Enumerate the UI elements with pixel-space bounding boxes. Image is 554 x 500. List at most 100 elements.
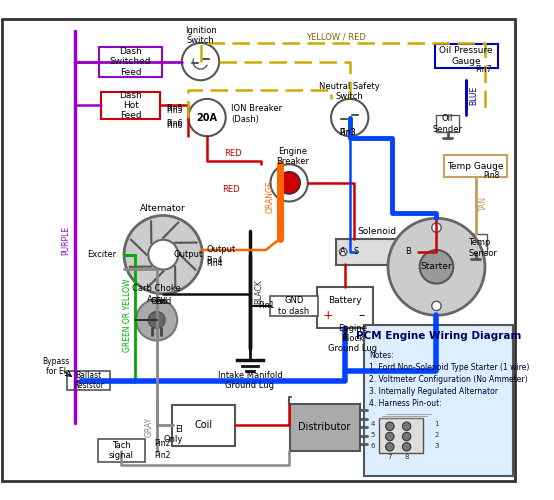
Text: ORANGE: ORANGE <box>266 180 275 213</box>
FancyBboxPatch shape <box>364 324 513 476</box>
Circle shape <box>432 223 441 232</box>
Text: 4. Harness Pin-out:: 4. Harness Pin-out: <box>370 399 442 408</box>
Text: Gnd: Gnd <box>155 297 172 306</box>
Text: Dash
Switched
Feed: Dash Switched Feed <box>110 46 151 76</box>
FancyBboxPatch shape <box>434 44 498 68</box>
Text: 3: 3 <box>434 443 439 449</box>
Text: 4: 4 <box>371 422 375 428</box>
Text: Ignition
Switch: Ignition Switch <box>184 26 217 45</box>
Text: 5: 5 <box>371 432 375 438</box>
FancyBboxPatch shape <box>99 46 162 76</box>
Text: Bypass
for EI: Bypass for EI <box>42 357 70 376</box>
Text: Pin3: Pin3 <box>340 128 356 137</box>
Text: Gnd: Gnd <box>151 297 168 306</box>
Text: Tach
signal: Tach signal <box>109 441 134 460</box>
Circle shape <box>420 250 453 284</box>
Text: Pin2: Pin2 <box>154 450 170 460</box>
Text: RED: RED <box>222 185 239 194</box>
Text: Dash
Hot
Feed: Dash Hot Feed <box>119 90 142 120</box>
Text: GND
to dash: GND to dash <box>278 296 309 316</box>
Text: S: S <box>353 248 359 256</box>
Text: A: A <box>340 248 346 256</box>
Text: Distributor: Distributor <box>299 422 351 432</box>
Text: 3. Internally Regulated Alternator: 3. Internally Regulated Alternator <box>370 387 498 396</box>
Circle shape <box>386 422 394 430</box>
Text: Exciter: Exciter <box>88 250 116 259</box>
FancyBboxPatch shape <box>317 288 373 329</box>
Text: Pin4: Pin4 <box>206 260 223 268</box>
Text: Pin4: Pin4 <box>206 256 223 265</box>
FancyBboxPatch shape <box>378 418 423 454</box>
FancyBboxPatch shape <box>98 440 145 462</box>
Text: Alternator: Alternator <box>140 204 186 212</box>
Text: 1. Ford Non-Solenoid Type Starter (1 wire): 1. Ford Non-Solenoid Type Starter (1 wir… <box>370 363 530 372</box>
Circle shape <box>405 248 412 256</box>
Text: Output: Output <box>173 250 202 259</box>
Text: Starter: Starter <box>420 262 452 272</box>
Text: 1: 1 <box>434 422 439 428</box>
FancyBboxPatch shape <box>270 296 318 316</box>
Text: 20A: 20A <box>197 112 218 122</box>
Circle shape <box>270 164 308 202</box>
Text: Pin7: Pin7 <box>476 64 492 74</box>
Text: Intake Manifold
Ground Lug: Intake Manifold Ground Lug <box>218 371 283 390</box>
Text: RED: RED <box>224 150 242 158</box>
Circle shape <box>124 216 202 294</box>
Text: BLACK: BLACK <box>254 280 263 304</box>
Text: TAN: TAN <box>479 196 488 211</box>
Text: GREEN OR YELLOW: GREEN OR YELLOW <box>124 278 132 352</box>
Circle shape <box>182 43 219 80</box>
Text: Pin6: Pin6 <box>166 118 183 128</box>
FancyBboxPatch shape <box>2 18 515 481</box>
Text: PURPLE: PURPLE <box>61 226 70 255</box>
Text: Pin5: Pin5 <box>166 104 183 112</box>
Text: 2. Voltmeter Configuration (No Ammeter): 2. Voltmeter Configuration (No Ammeter) <box>370 375 528 384</box>
Text: –: – <box>359 309 365 322</box>
Text: +: + <box>323 309 334 322</box>
Circle shape <box>386 442 394 451</box>
Text: Pin2: Pin2 <box>154 440 170 448</box>
Text: Engine
Breaker: Engine Breaker <box>276 147 309 167</box>
Text: B: B <box>406 248 412 256</box>
FancyBboxPatch shape <box>172 405 235 446</box>
FancyBboxPatch shape <box>290 404 360 450</box>
Text: Solenoid: Solenoid <box>357 227 396 236</box>
Text: 7: 7 <box>388 454 392 460</box>
Text: Output: Output <box>206 244 235 254</box>
FancyBboxPatch shape <box>437 115 459 132</box>
Text: EI
Only: EI Only <box>163 425 183 444</box>
Circle shape <box>340 248 347 256</box>
FancyBboxPatch shape <box>101 92 161 118</box>
Text: BLUE: BLUE <box>469 86 478 105</box>
Circle shape <box>148 312 165 328</box>
Circle shape <box>432 302 441 310</box>
Text: Oil Pressure
Gauge: Oil Pressure Gauge <box>439 46 493 66</box>
FancyBboxPatch shape <box>336 239 418 265</box>
Circle shape <box>278 172 300 194</box>
Text: Pin1: Pin1 <box>259 302 275 310</box>
Text: Oil
Sender: Oil Sender <box>433 114 463 134</box>
Text: GRAY: GRAY <box>145 417 153 438</box>
Text: 6: 6 <box>371 443 375 449</box>
Text: ION Breaker
(Dash): ION Breaker (Dash) <box>231 104 283 124</box>
Text: Pin6: Pin6 <box>166 120 183 130</box>
Text: Pin8: Pin8 <box>483 171 500 180</box>
Text: Ballast
Resistor: Ballast Resistor <box>73 371 104 390</box>
Text: Carb Choke
Assy: Carb Choke Assy <box>132 284 181 304</box>
Circle shape <box>136 300 177 341</box>
Text: Pin5: Pin5 <box>166 106 183 114</box>
Text: Notes:: Notes: <box>370 350 394 360</box>
Circle shape <box>386 432 394 440</box>
Text: Neutral Safety
Switch: Neutral Safety Switch <box>319 82 380 101</box>
Circle shape <box>402 432 411 440</box>
Text: 2: 2 <box>434 432 439 438</box>
Circle shape <box>402 442 411 451</box>
FancyBboxPatch shape <box>67 371 110 390</box>
Text: Engine
Block
Ground Lug: Engine Block Ground Lug <box>328 324 377 354</box>
Text: Temp
Sensor: Temp Sensor <box>468 238 497 258</box>
Text: Coil: Coil <box>194 420 212 430</box>
Circle shape <box>188 99 225 136</box>
Text: 8: 8 <box>404 454 409 460</box>
FancyBboxPatch shape <box>464 234 487 253</box>
Circle shape <box>148 240 178 270</box>
